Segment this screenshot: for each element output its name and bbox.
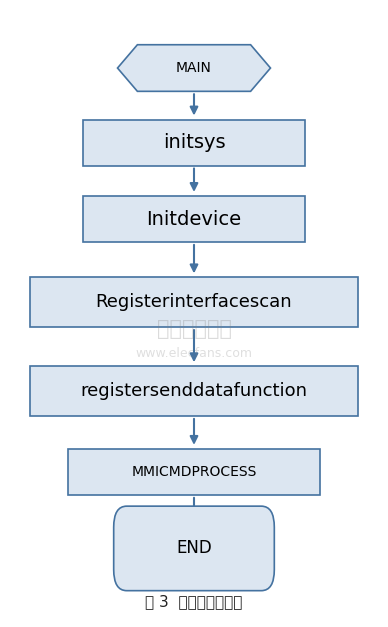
Text: 图 3  驱动软件流程图: 图 3 驱动软件流程图 [146,594,242,609]
Text: initsys: initsys [163,133,225,152]
Text: registersenddatafunction: registersenddatafunction [80,382,308,400]
FancyBboxPatch shape [83,120,305,166]
Text: Initdevice: Initdevice [146,209,242,228]
Text: www.elecfans.com: www.elecfans.com [135,347,253,361]
Text: END: END [176,539,212,557]
FancyBboxPatch shape [68,449,320,495]
FancyBboxPatch shape [29,366,359,416]
FancyBboxPatch shape [29,278,359,327]
Text: 电子友院友网: 电子友院友网 [156,319,232,339]
Text: MAIN: MAIN [176,61,212,75]
FancyBboxPatch shape [114,506,274,591]
Polygon shape [118,45,270,92]
Text: Registerinterfacescan: Registerinterfacescan [96,293,292,312]
FancyBboxPatch shape [83,196,305,242]
Text: MMICMDPROCESS: MMICMDPROCESS [131,465,257,479]
